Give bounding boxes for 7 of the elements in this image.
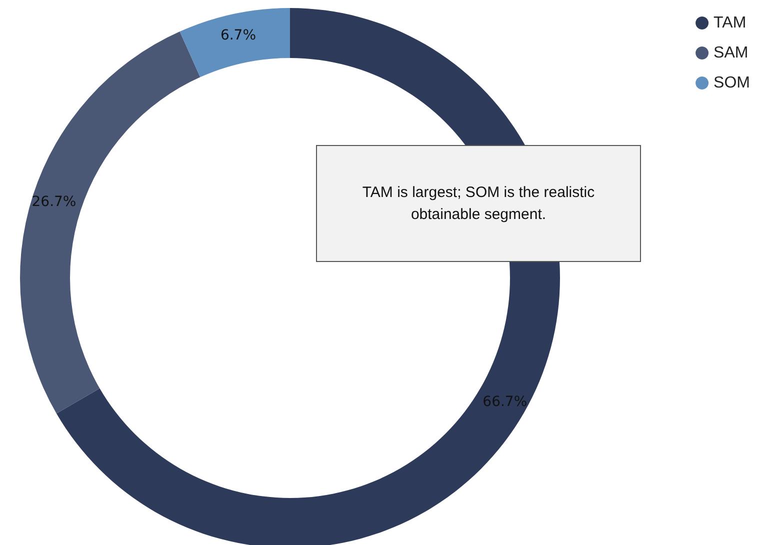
data-label: 66.7% — [482, 394, 528, 410]
legend-label: TAM — [714, 14, 746, 32]
data-label: 26.7% — [32, 194, 76, 210]
legend-label: SOM — [714, 74, 750, 92]
note-box: TAM is largest; SOM is the realistic obtainable segment. — [316, 145, 641, 262]
data-label: 6.7% — [220, 27, 256, 44]
legend-label: SAM — [714, 44, 748, 62]
